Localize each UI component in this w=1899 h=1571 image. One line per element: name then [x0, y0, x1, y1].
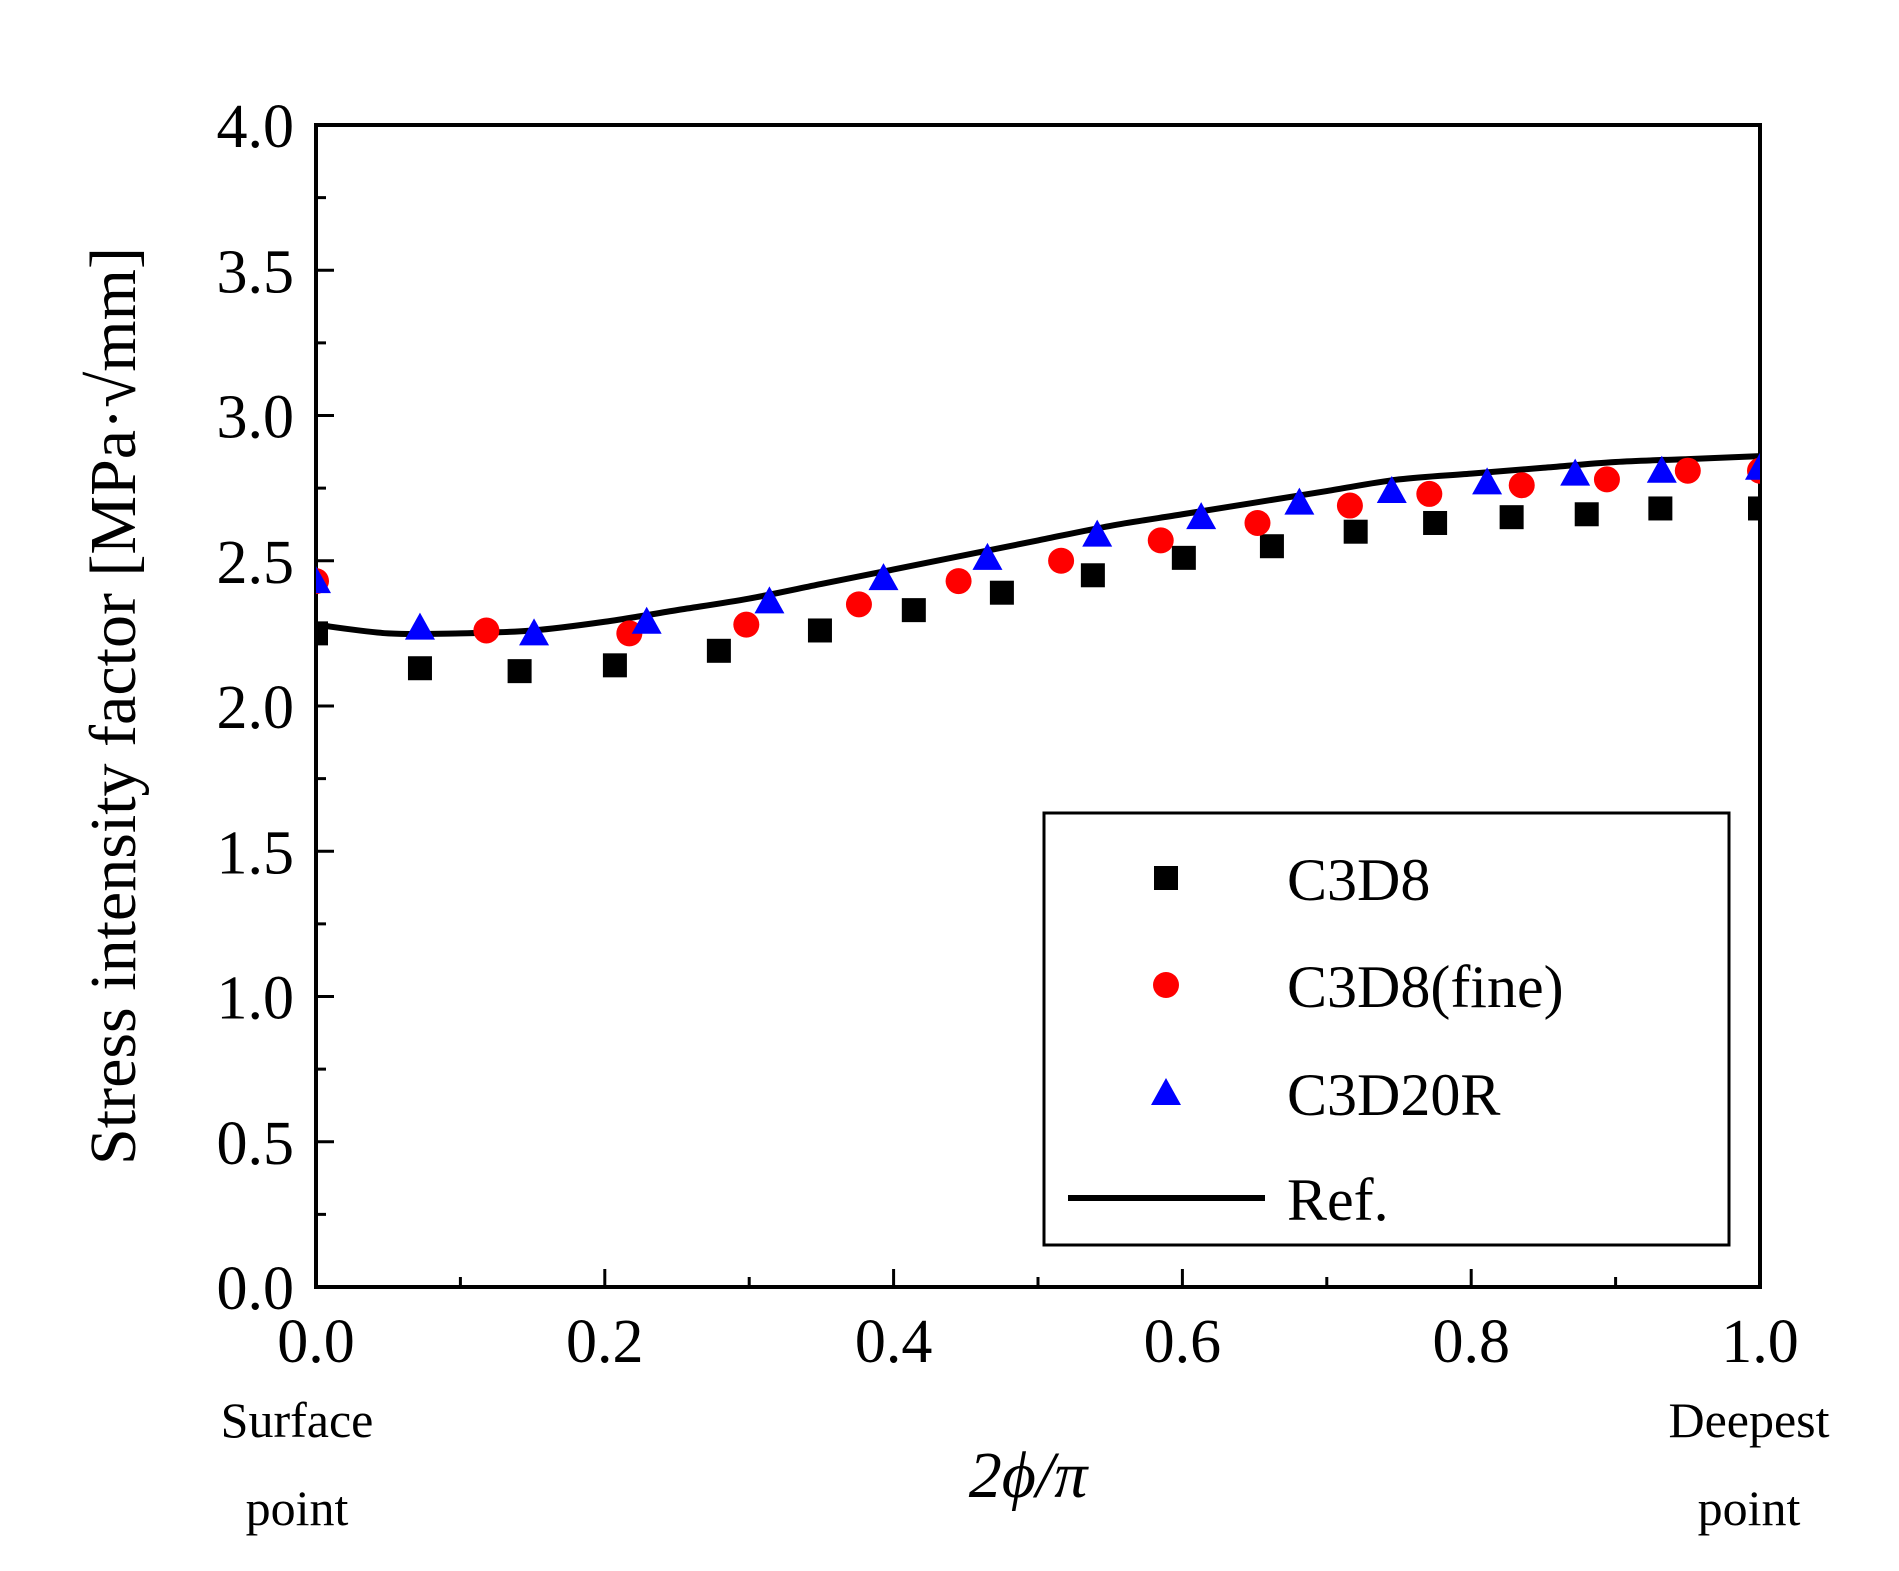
x-tick-label: 1.0	[1721, 1308, 1799, 1376]
square-point	[407, 656, 432, 681]
triangle-point	[316, 566, 331, 594]
legend-square-swatch	[1154, 866, 1178, 890]
axes-group: 0.0 0.5 1.0 1.5 2.0 2.5 3.0 3.5 4.0 0.0 0.2 0.4 0.6 0…	[217, 93, 1799, 1376]
square-point	[1574, 502, 1599, 527]
square-point	[706, 638, 731, 663]
series-c3d8-fine-	[316, 457, 1760, 647]
legend-triangle-swatch	[1151, 1078, 1181, 1105]
triangle-point	[1472, 467, 1503, 495]
circle-point	[1336, 492, 1363, 519]
y-tick-label: 4.0	[217, 93, 295, 161]
square-point	[1171, 545, 1196, 570]
square-point	[316, 621, 328, 646]
triangle-point	[1082, 519, 1113, 547]
triangle-point	[1560, 458, 1591, 486]
x-tick-label: 0.0	[277, 1308, 355, 1376]
x-tick-label: 0.8	[1432, 1308, 1510, 1376]
legend-label: Ref.	[1287, 1167, 1389, 1233]
square-point	[807, 618, 832, 643]
circle-point	[1416, 480, 1443, 507]
triangle-point	[1284, 487, 1315, 515]
circle-point	[945, 568, 972, 595]
y-tick-label: 2.5	[217, 529, 295, 597]
deepest-point-label-line2: point	[1698, 1480, 1801, 1536]
square-point	[1259, 534, 1284, 559]
x-axis-title: 2ϕ/π	[969, 1439, 1089, 1512]
y-tick-label: 0.5	[217, 1110, 295, 1178]
x-tick-label: 0.4	[855, 1308, 933, 1376]
circle-point	[1508, 472, 1535, 499]
legend-label: C3D8(fine)	[1287, 954, 1564, 1020]
series-c3d8	[316, 496, 1760, 684]
circle-point	[1147, 527, 1174, 554]
legend-label: C3D20R	[1287, 1062, 1500, 1128]
surface-point-label-line1: Surface	[221, 1392, 374, 1448]
square-point	[602, 653, 627, 678]
y-tick-label: 1.0	[217, 965, 295, 1033]
triangle-point	[972, 542, 1003, 570]
circle-point	[845, 591, 872, 618]
circle-point	[1674, 457, 1701, 484]
square-point	[1423, 510, 1448, 535]
triangle-point	[1186, 502, 1217, 530]
square-point	[507, 659, 532, 684]
y-tick-label: 2.0	[217, 674, 295, 742]
triangle-point	[519, 618, 550, 646]
circle-point	[1244, 509, 1271, 536]
circle-point	[1048, 547, 1075, 574]
triangle-point	[404, 612, 435, 640]
triangle-point	[631, 606, 662, 634]
triangle-point	[1745, 452, 1760, 480]
square-point	[989, 580, 1014, 605]
y-tick-label: 3.5	[217, 238, 295, 306]
y-tick-label: 1.5	[217, 819, 295, 887]
x-tick-label: 0.6	[1144, 1308, 1222, 1376]
legend-circle-swatch	[1153, 972, 1179, 998]
triangle-point	[1376, 476, 1407, 504]
x-tick-label: 0.2	[566, 1308, 644, 1376]
y-tick-label: 3.0	[217, 384, 295, 452]
y-tick-label: 0.0	[217, 1255, 295, 1323]
square-point	[1080, 563, 1105, 588]
circle-point	[473, 617, 500, 644]
legend: C3D8 C3D8(fine) C3D20R Ref.	[1042, 811, 1731, 1247]
circle-point	[1593, 466, 1620, 493]
square-point	[1499, 505, 1524, 530]
series-c3d20r	[316, 452, 1760, 646]
triangle-point	[754, 586, 785, 614]
ref-curve	[316, 453, 1760, 638]
legend-label: C3D8	[1287, 847, 1430, 913]
deepest-point-label-line1: Deepest	[1668, 1392, 1829, 1448]
series-group	[316, 452, 1760, 684]
triangle-point	[1646, 455, 1677, 483]
y-axis-title: Stress intensity factor [MPa·√mm]	[77, 247, 150, 1165]
square-point	[1343, 519, 1368, 544]
circle-point	[733, 611, 760, 638]
square-point	[901, 598, 926, 623]
square-point	[1648, 496, 1673, 521]
surface-point-label-line2: point	[246, 1480, 349, 1536]
triangle-point	[868, 563, 899, 591]
square-point	[1748, 496, 1760, 521]
